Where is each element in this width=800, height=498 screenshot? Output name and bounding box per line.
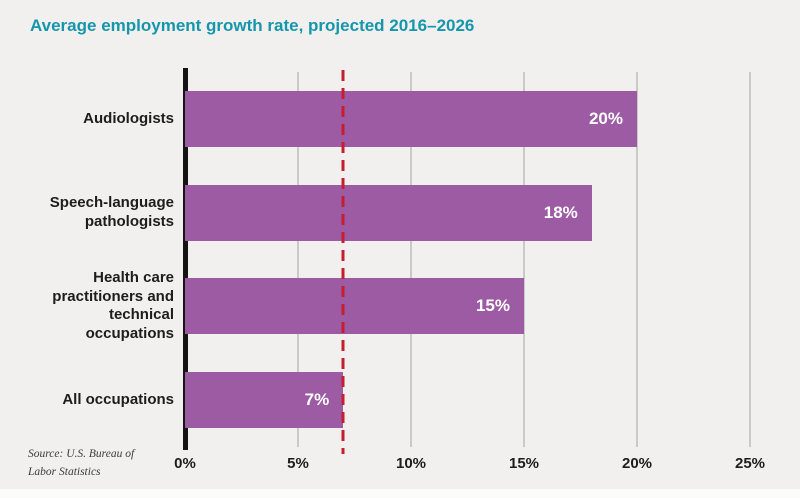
x-axis-tick-label: 5% [287,455,309,472]
x-axis-tick-label: 20% [621,455,653,472]
y-axis-line [183,68,188,450]
x-axis-tick-label: 10% [395,455,427,472]
gridline [297,72,299,447]
chart-row: 15% [185,260,750,354]
chart-row: 18% [185,166,750,260]
plot-area: 20% 18% 15% 7% [183,68,751,454]
x-axis-tick-label: 0% [174,455,196,472]
bar-value-label: 18% [543,202,578,222]
source-line-2: Labor Statistics [28,465,101,478]
source-note: Source: U.S. Bureau of Labor Statistics [28,446,134,482]
bar-value-label: 20% [588,108,623,128]
reference-dashed-line [341,70,345,454]
category-label: Audiologists [83,109,174,127]
gridline [749,72,751,447]
category-label: All occupations [62,390,174,408]
bar: 7% [185,372,344,429]
chart-rows: 20% 18% 15% 7% [185,72,750,447]
gridline [523,72,525,447]
bar: 18% [185,184,592,241]
category-labels: Audiologists Speech-language pathologists… [22,72,174,447]
bar: 15% [185,278,524,335]
bar: 20% [185,90,637,147]
x-axis-tick-label: 15% [508,455,540,472]
x-axis-tick-label: 25% [734,455,766,472]
x-axis-labels: 0% 5% 10% 15% 20% 25% [174,455,765,477]
bottom-strip [0,489,800,498]
gridline [636,72,638,447]
category-label: Speech-language pathologists [49,193,174,230]
bar-value-label: 7% [304,390,330,410]
gridline [410,72,412,447]
chart-title: Average employment growth rate, projecte… [30,16,475,35]
category-label: Health care practitioners and technical … [52,268,174,343]
chart-row: 20% [185,72,750,166]
chart-row: 7% [185,353,750,447]
bar-value-label: 15% [475,296,510,316]
source-line-1: Source: U.S. Bureau of [28,448,135,460]
